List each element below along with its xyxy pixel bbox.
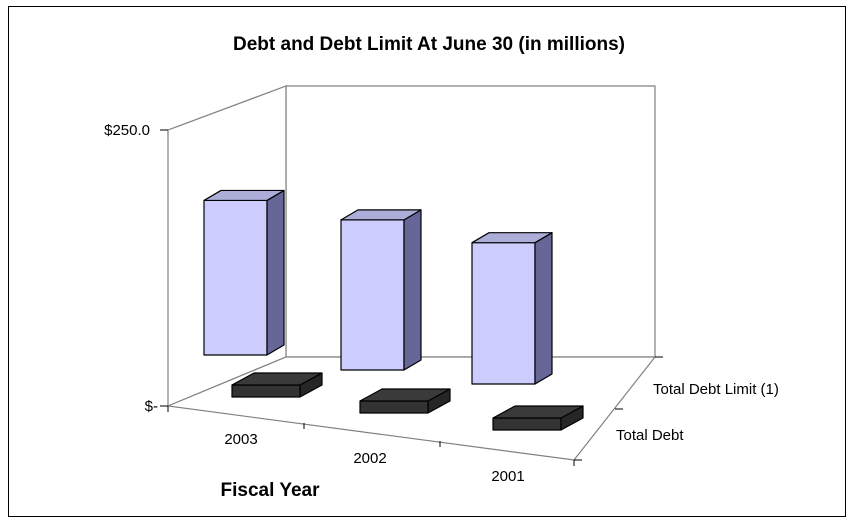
bar-debt-limit-2001: [471, 232, 553, 385]
y-tick-label-max: $250.0: [104, 122, 150, 139]
x-tick-label-2001: 2001: [491, 468, 524, 485]
bar-top-face: [203, 189, 285, 202]
bar-top-face: [492, 405, 584, 419]
bar-top-face: [359, 388, 451, 402]
bar-side-face: [266, 189, 285, 356]
bar-front-face: [359, 400, 429, 414]
chart-title: Debt and Debt Limit At June 30 (in milli…: [233, 34, 625, 55]
bar-total-debt-2001: [492, 405, 584, 431]
bar-debt-limit-2003: [203, 189, 285, 356]
x-tick-label-2003: 2003: [224, 431, 257, 448]
bar-side-face: [534, 232, 553, 385]
bar-front-face: [492, 417, 562, 431]
bar-front-face: [340, 219, 405, 371]
bar-total-debt-2002: [359, 388, 451, 414]
bar-front-face: [203, 199, 268, 356]
bar-side-face: [403, 209, 422, 371]
y-tick-label-min: $-: [145, 398, 158, 415]
depth-label-total-debt: Total Debt: [616, 427, 684, 444]
depth-axis-ticks: [574, 356, 663, 461]
depth-label-debt-limit: Total Debt Limit (1): [653, 381, 779, 398]
bar-front-face: [231, 384, 301, 398]
bar-top-face: [231, 372, 323, 386]
bar-front-face: [471, 242, 536, 385]
bars-layer: [203, 189, 584, 431]
bar-total-debt-2003: [231, 372, 323, 398]
bar-debt-limit-2002: [340, 209, 422, 371]
x-tick-label-2002: 2002: [353, 450, 386, 467]
x-axis-ticks: [167, 406, 575, 466]
bar-top-face: [340, 209, 422, 221]
bar-top-face: [471, 232, 553, 244]
x-axis-title: Fiscal Year: [221, 480, 321, 501]
